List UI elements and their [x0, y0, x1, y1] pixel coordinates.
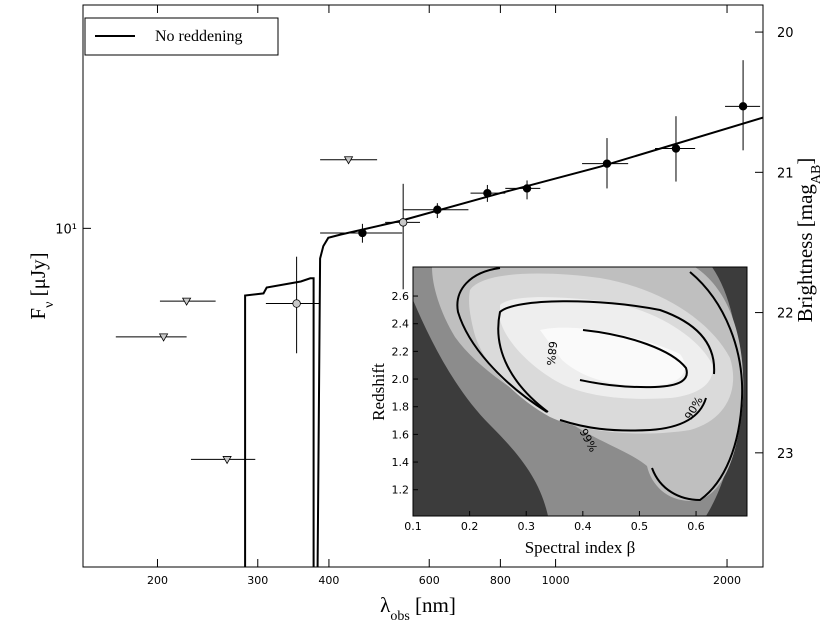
y2-tick-label: 23: [777, 447, 794, 462]
contour-line: [651, 271, 744, 502]
y2-label-end: ]: [793, 158, 817, 165]
contour-fill: [540, 327, 685, 387]
x-tick-label: 400: [318, 574, 339, 587]
inset-y-tick-label: 1.8: [392, 401, 410, 414]
inset-x-tick-label: 0.5: [631, 520, 649, 533]
x-tick-label: 2000: [713, 574, 741, 587]
contour-line: [456, 267, 548, 413]
inset-y-label: Redshift: [369, 363, 388, 421]
y2-tick-label: 22: [777, 307, 794, 322]
main-data: [115, 60, 763, 567]
upper-limit: [158, 333, 169, 342]
inset-y-tick-label: 1.4: [392, 456, 410, 469]
inset-y-tick-label: 1.2: [392, 484, 410, 497]
data-point: [433, 205, 442, 214]
y2-label-text: Brightness [mag: [793, 184, 817, 323]
y-axis-label: Fν [μJy]: [26, 252, 57, 319]
upper-limit: [343, 156, 354, 165]
contour-line: [497, 300, 716, 413]
y-label-sub: ν: [42, 302, 57, 308]
inset-x-tick-label: 0.3: [517, 520, 535, 533]
inset-x-tick-label: 0.2: [461, 520, 479, 533]
data-point: [292, 299, 301, 308]
y2-axis-label: Brightness [magAB]: [793, 158, 824, 323]
inset-frame: [412, 266, 748, 517]
y2-tick-label: 21: [777, 166, 794, 181]
x-label-symbol: λ: [380, 593, 391, 617]
model-curve: [244, 116, 763, 567]
inset-y-tick-label: 2.4: [392, 318, 410, 331]
upper-limit: [181, 297, 192, 306]
plot-frame: [82, 4, 764, 568]
x-tick-label: 300: [247, 574, 268, 587]
data-point: [358, 228, 367, 238]
inset-x-tick-label: 0.6: [687, 520, 705, 533]
data-point: [522, 184, 532, 193]
x-label-sub: obs: [390, 609, 409, 623]
inset-x-tick-label: 0.4: [574, 520, 592, 533]
x-label-unit: [nm]: [410, 593, 456, 617]
contour-label: 68%: [544, 341, 559, 367]
data-point: [398, 218, 408, 227]
inset-y-tick-label: 2.2: [392, 345, 410, 358]
data-point: [671, 144, 681, 153]
data-point: [602, 159, 612, 168]
inset-x-label: Spectral index β: [525, 538, 636, 557]
x-axis-label: λobs [nm]: [380, 593, 456, 623]
x-tick-label: 1000: [542, 574, 570, 587]
data-point: [738, 102, 748, 111]
inset-y-tick-label: 2.6: [392, 290, 410, 303]
y-label-unit: [μJy]: [26, 252, 50, 301]
inset-y-tick-label: 2.0: [392, 373, 410, 386]
y-tick-label: 10¹: [55, 222, 77, 237]
upper-limit: [222, 456, 232, 465]
inset-y-tick-label: 1.6: [392, 428, 410, 441]
legend-label: No reddening: [155, 28, 243, 45]
y2-tick-label: 20: [777, 26, 794, 41]
y-label-symbol: F: [26, 308, 50, 320]
y2-label-sub: AB: [809, 165, 824, 184]
data-point: [483, 188, 492, 198]
x-tick-label: 600: [419, 574, 440, 587]
inset-contours: [413, 267, 747, 516]
x-tick-label: 200: [147, 574, 168, 587]
contour-line: [559, 397, 707, 432]
x-tick-label: 800: [490, 574, 511, 587]
inset-x-tick-label: 0.1: [404, 520, 422, 533]
contour-line: [579, 329, 688, 389]
